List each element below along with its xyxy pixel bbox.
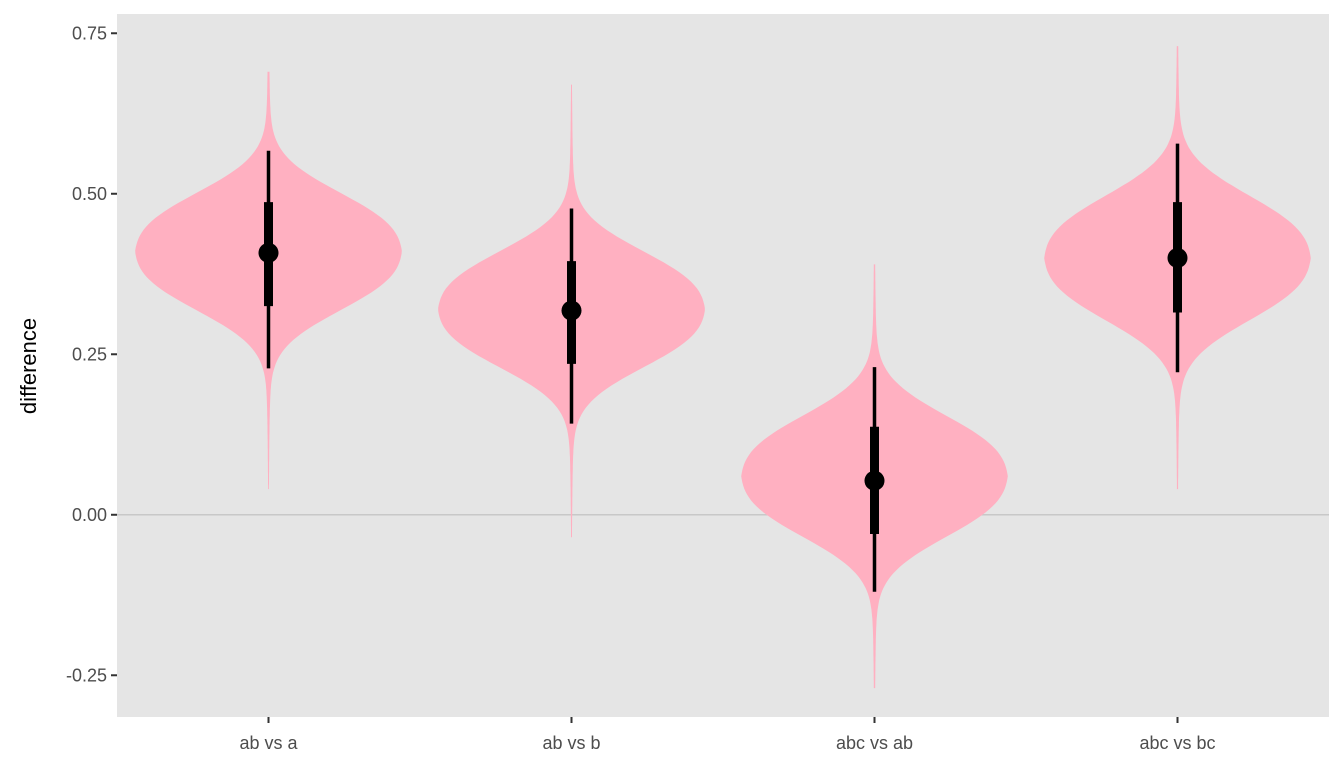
plot-panel [117,14,1329,717]
x-axis: ab vs a ab vs b abc vs ab abc vs bc [239,717,1216,753]
y-axis-title: difference [16,318,41,414]
median-point [258,242,279,263]
x-tick-label: ab vs a [239,733,298,753]
median-point [561,300,582,321]
violins-group [135,46,1311,689]
y-tick-label: 0.00 [72,505,107,525]
y-tick-label: -0.25 [66,665,107,685]
y-tick-label: 0.50 [72,184,107,204]
y-tick-label: 0.75 [72,23,107,43]
median-point [864,470,885,491]
y-axis: -0.25 0.00 0.25 0.50 0.75 [66,23,117,685]
x-tick-label: abc vs bc [1139,733,1215,753]
y-tick-label: 0.25 [72,344,107,364]
x-tick-label: ab vs b [542,733,600,753]
median-point [1167,247,1188,268]
x-tick-label: abc vs ab [836,733,913,753]
